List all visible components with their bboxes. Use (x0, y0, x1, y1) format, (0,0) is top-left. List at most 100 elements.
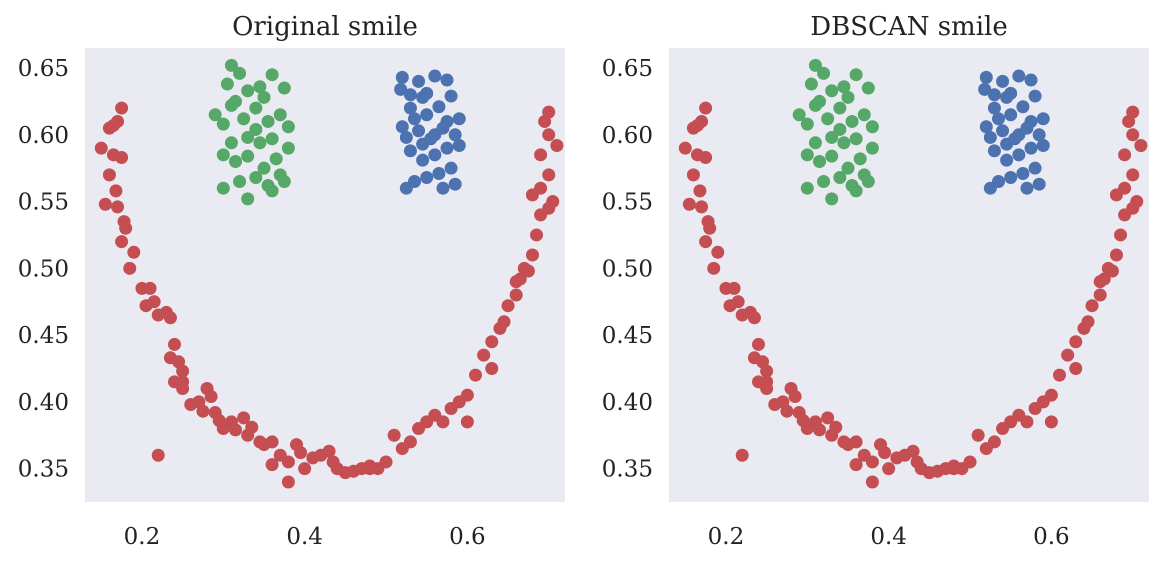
point-original-s2-32 (204, 390, 218, 404)
x-tick-label-dbscan-2: 0.6 (1033, 524, 1070, 550)
point-original-s0-21 (452, 138, 466, 152)
point-original-s2-52 (322, 444, 336, 458)
point-original-s1-20 (216, 148, 230, 162)
y-tick-label-dbscan-3: 0.50 (602, 256, 653, 282)
point-original-s1-23 (257, 161, 271, 175)
point-original-s2-90 (542, 128, 556, 142)
point-dbscan-s1-31 (825, 192, 839, 206)
y-tick-label-original-0: 0.35 (18, 457, 69, 483)
x-ticks-original: 0.2 0.4 0.6 (124, 524, 486, 550)
point-dbscan-s0-32 (1012, 128, 1026, 142)
point-original-s2-40 (245, 420, 259, 434)
point-dbscan-s2-18 (731, 295, 745, 309)
point-original-s1-18 (241, 130, 255, 144)
point-dbscan-s1-19 (808, 136, 822, 150)
point-original-s2-89 (534, 148, 548, 162)
points-original (94, 58, 564, 489)
point-original-s2-7 (109, 184, 123, 198)
point-dbscan-s2-87 (1130, 195, 1144, 209)
point-dbscan-s2-6 (686, 168, 700, 182)
point-original-s1-7 (257, 90, 271, 104)
x-tick-label-original-1: 0.4 (286, 524, 323, 550)
point-original-s0-0 (395, 70, 409, 84)
subplot-original: Original smile 0.350.400.450.500.550.600… (18, 12, 565, 550)
point-original-s2-11 (119, 221, 133, 235)
point-dbscan-s1-1 (817, 66, 831, 80)
point-original-s0-15 (399, 130, 413, 144)
point-original-s2-37 (229, 423, 243, 437)
x-tick-label-original-2: 0.6 (449, 524, 486, 550)
point-dbscan-s2-90 (1126, 128, 1140, 142)
point-original-s2-94 (111, 114, 125, 128)
y-tick-label-original-1: 0.40 (18, 390, 69, 416)
point-original-s2-18 (147, 295, 161, 309)
point-dbscan-s1-10 (800, 117, 814, 131)
point-original-s1-19 (224, 136, 238, 150)
point-original-s2-101 (509, 275, 523, 289)
point-original-s2-45 (265, 458, 279, 472)
point-dbscan-s1-21 (813, 155, 827, 168)
point-original-s1-17 (253, 136, 267, 150)
point-dbscan-s2-73 (1069, 335, 1083, 349)
point-dbscan-s0-7 (1000, 90, 1014, 104)
point-dbscan-s0-17 (987, 144, 1001, 158)
point-original-s2-25 (176, 364, 190, 378)
point-dbscan-s2-70 (1044, 388, 1058, 402)
point-dbscan-s0-18 (1000, 153, 1014, 167)
point-dbscan-s0-31 (1024, 114, 1038, 128)
point-dbscan-s2-98 (947, 462, 961, 476)
point-original-s2-63 (403, 435, 417, 449)
point-dbscan-s2-94 (695, 114, 709, 128)
point-dbscan-s1-32 (849, 184, 863, 198)
point-dbscan-s0-14 (996, 124, 1010, 138)
y-tick-label-original-5: 0.60 (18, 123, 69, 149)
point-original-s0-28 (399, 181, 413, 195)
point-dbscan-s0-1 (978, 82, 992, 96)
point-original-s2-98 (363, 462, 377, 476)
point-original-s0-17 (403, 144, 417, 158)
point-original-s2-14 (123, 261, 137, 275)
point-original-s2-85 (534, 181, 548, 195)
point-original-s2-12 (115, 235, 129, 249)
point-dbscan-s1-28 (833, 171, 847, 185)
point-dbscan-s1-22 (825, 149, 839, 163)
point-original-s2-76 (501, 299, 515, 313)
point-dbscan-s0-9 (1028, 89, 1042, 103)
point-dbscan-s1-35 (833, 101, 847, 115)
point-dbscan-s2-25 (760, 364, 774, 378)
point-dbscan-s0-24 (1004, 171, 1018, 185)
point-dbscan-s1-17 (837, 136, 851, 150)
point-dbscan-s1-0 (808, 58, 822, 72)
point-original-s2-9 (111, 200, 125, 214)
point-dbscan-s0-27 (1032, 177, 1046, 191)
point-dbscan-s0-19 (1012, 148, 1026, 162)
point-original-s1-10 (216, 117, 230, 131)
point-original-s2-81 (525, 248, 539, 262)
point-original-s0-10 (452, 112, 466, 126)
point-original-s2-100 (485, 361, 499, 375)
point-original-s0-3 (412, 74, 426, 88)
point-original-s2-22 (167, 337, 181, 351)
point-dbscan-s2-9 (695, 200, 709, 214)
point-dbscan-s2-100 (1069, 361, 1083, 375)
point-dbscan-s2-11 (703, 221, 717, 235)
point-original-s0-14 (412, 124, 426, 138)
point-original-s1-29 (233, 175, 247, 189)
point-original-s1-35 (249, 101, 263, 115)
point-dbscan-s0-0 (979, 70, 993, 84)
point-dbscan-s1-14 (857, 108, 871, 122)
point-dbscan-s2-48 (878, 446, 892, 460)
point-dbscan-s1-13 (845, 114, 859, 128)
y-tick-label-original-4: 0.55 (18, 190, 69, 216)
point-original-s0-33 (403, 88, 417, 102)
point-original-s1-34 (224, 98, 238, 112)
point-original-s2-75 (497, 315, 511, 329)
point-original-s2-77 (509, 288, 523, 302)
point-original-s1-21 (229, 155, 243, 168)
point-dbscan-s0-15 (983, 130, 997, 144)
point-original-s2-49 (298, 462, 312, 476)
y-tick-label-dbscan-0: 0.35 (602, 457, 653, 483)
point-original-s0-11 (448, 128, 462, 142)
point-dbscan-s0-8 (1016, 100, 1030, 114)
